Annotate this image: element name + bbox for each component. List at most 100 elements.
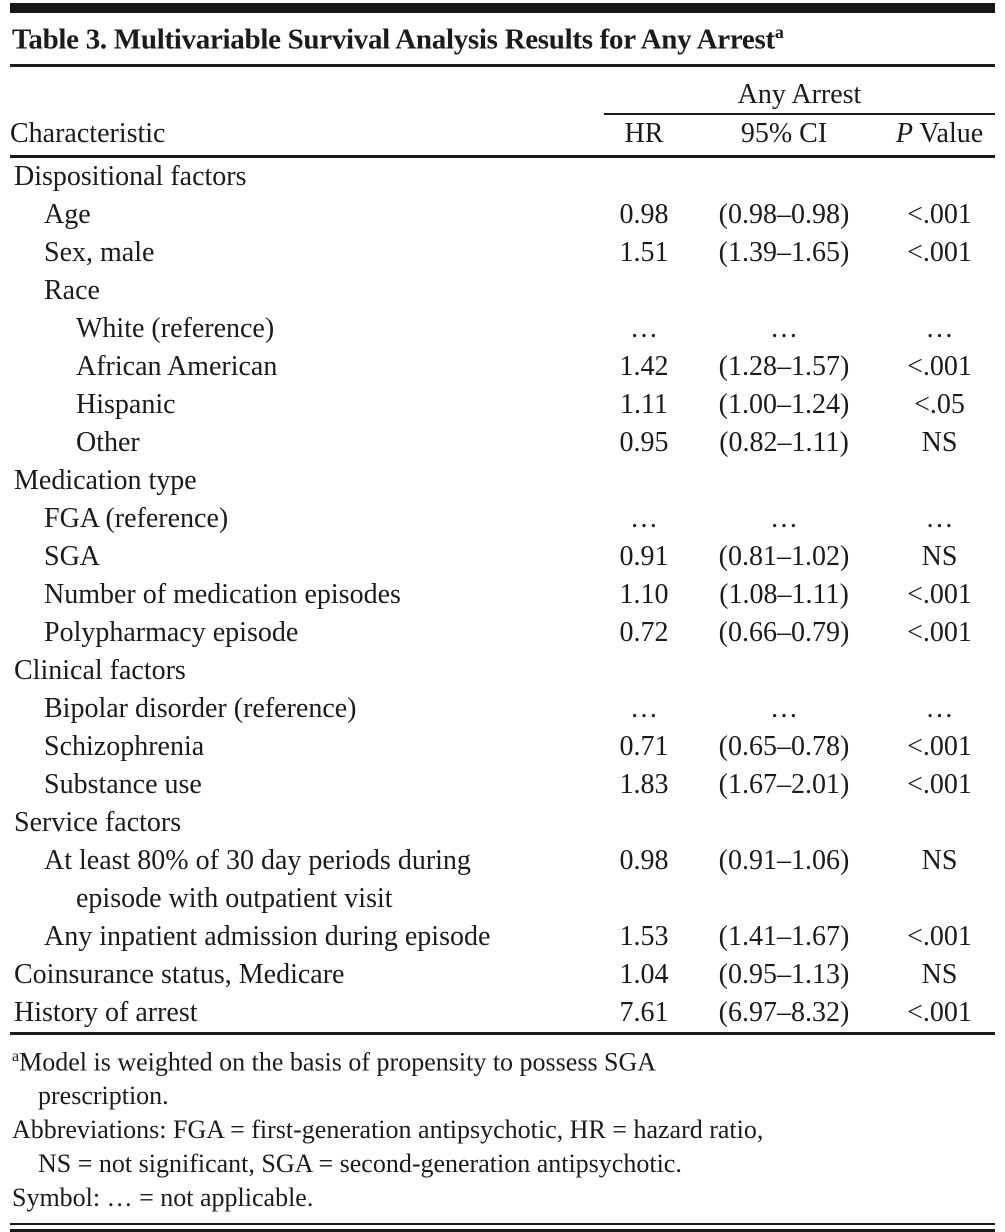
footnote: Symbol: … = not applicable. (12, 1181, 995, 1215)
table-row: White (reference)……… (10, 310, 995, 348)
row-label: Clinical factors (14, 654, 186, 686)
cell-ci (684, 156, 884, 196)
row-label: Schizophrenia (44, 730, 205, 762)
footnotes: aModel is weighted on the basis of prope… (10, 1035, 995, 1222)
cell-ci: (1.41–1.67) (718, 920, 850, 952)
table-title: Table 3. Multivariable Survival Analysis… (10, 13, 995, 67)
row-label-continuation: episode with outpatient visit (76, 882, 393, 914)
column-header-characteristic: Characteristic (10, 113, 604, 158)
footnote-line: Symbol: … = not applicable. (12, 1183, 314, 1213)
cell-hr: 1.83 (619, 768, 669, 800)
cell-hr: … (630, 502, 658, 534)
row-label: Dispositional factors (14, 160, 247, 192)
table-row: Age 0.98 (0.98–0.98) <.001 (10, 196, 995, 234)
cell-p-value: <.001 (907, 198, 972, 230)
cell-p-value: … (925, 692, 954, 724)
cell-ci (684, 804, 884, 842)
table-row: Number of medication episodes 1.10 (1.08–1… (10, 576, 995, 614)
row-label: Polypharmacy episode (44, 616, 299, 648)
cell-p-value: <.001 (907, 578, 972, 610)
column-group-header-any-arrest: Any Arrest (604, 66, 995, 115)
row-label: Sex, male (44, 236, 155, 268)
footnote-line: Abbreviations: FGA = first-generation an… (12, 1115, 764, 1145)
row-label: African American (76, 350, 278, 382)
row-label: Other (76, 426, 140, 458)
table-body: Dispositional factors Age 0.98 (0.98–0.98) <… (10, 156, 995, 1033)
row-label: Substance use (44, 768, 202, 800)
footnote-superscript: a (12, 1047, 20, 1065)
table-row: Bipolar disorder (reference)……… (10, 690, 995, 728)
cell-ci: (0.91–1.06) (718, 844, 850, 876)
cell-hr: 1.51 (619, 236, 669, 268)
cell-p-value: <.001 (907, 236, 972, 268)
cell-ci: (0.65–0.78) (718, 730, 850, 762)
cell-p-value: … (925, 502, 954, 534)
cell-ci: … (770, 692, 798, 724)
cell-ci: (0.98–0.98) (718, 198, 850, 230)
cell-hr: 1.42 (619, 350, 669, 382)
cell-p-value (884, 462, 995, 500)
table-row: Hispanic 1.11 (1.00–1.24) <.05 (10, 386, 995, 424)
cell-ci: (6.97–8.32) (718, 996, 850, 1028)
cell-hr: 1.53 (619, 920, 669, 952)
column-header-ci: 95% CI (684, 113, 884, 158)
cell-hr: 0.91 (619, 540, 669, 572)
cell-ci (684, 272, 884, 310)
row-label: SGA (44, 540, 101, 572)
cell-p-value: <.001 (907, 616, 972, 648)
cell-hr (604, 804, 684, 842)
table-row: FGA (reference)……… (10, 500, 995, 538)
p-value-italic: P (895, 117, 913, 149)
table-row: At least 80% of 30 day periods during epi… (10, 842, 995, 918)
cell-p-value: NS (921, 540, 958, 572)
cell-hr: 0.98 (619, 844, 669, 876)
cell-ci: (1.00–1.24) (718, 388, 850, 420)
table-row: Substance use 1.83 (1.67–2.01) <.001 (10, 766, 995, 804)
cell-p-value: <.001 (907, 996, 972, 1028)
table-row: History of arrest 7.61 (6.97–8.32) <.001 (10, 994, 995, 1034)
cell-hr: 0.72 (619, 616, 669, 648)
cell-p-value: <.05 (914, 388, 965, 420)
table-row: Coinsurance status, Medicare 1.04 (0.95–1.… (10, 956, 995, 994)
cell-ci: … (770, 312, 798, 344)
table-row: Race (10, 272, 995, 310)
row-label: Number of medication episodes (44, 578, 401, 610)
table-row: Dispositional factors (10, 156, 995, 196)
cell-p-value: NS (921, 426, 958, 458)
cell-hr: 1.04 (619, 958, 669, 990)
row-label: Age (44, 198, 91, 230)
cell-p-value (884, 272, 995, 310)
cell-hr: 0.71 (619, 730, 669, 762)
row-label: History of arrest (14, 996, 198, 1028)
cell-ci: (1.28–1.57) (718, 350, 850, 382)
table-row: SGA 0.91 (0.81–1.02) NS (10, 538, 995, 576)
cell-p-value (884, 804, 995, 842)
table-row: Other 0.95 (0.82–1.11) NS (10, 424, 995, 462)
cell-hr (604, 156, 684, 196)
column-header-row: Characteristic HR 95% CI P Value (10, 113, 995, 158)
cell-hr: … (630, 692, 658, 724)
cell-p-value: <.001 (907, 768, 972, 800)
cell-p-value: <.001 (907, 920, 972, 952)
cell-hr: 1.11 (620, 388, 668, 420)
table-row: Polypharmacy episode 0.72 (0.66–0.79) <.001 (10, 614, 995, 652)
cell-ci: (1.39–1.65) (718, 236, 850, 268)
row-label: FGA (reference) (44, 502, 229, 534)
cell-ci (684, 652, 884, 690)
cell-p-value: … (925, 312, 954, 344)
table-row: Sex, male 1.51 (1.39–1.65) <.001 (10, 234, 995, 272)
column-header-p-value: P Value (884, 113, 995, 158)
row-label: White (reference) (76, 312, 275, 344)
p-value-rest: Value (912, 117, 984, 149)
survival-results-table: Any Arrest Characteristic HR 95% CI P Va… (10, 66, 995, 1035)
footnote-line-continuation: prescription. (38, 1081, 169, 1111)
cell-hr (604, 272, 684, 310)
table-row: Any inpatient admission during episode 1.… (10, 918, 995, 956)
row-label: Race (44, 274, 100, 306)
cell-p-value: NS (921, 958, 958, 990)
cell-p-value: NS (921, 844, 958, 876)
cell-hr (604, 652, 684, 690)
row-label: Coinsurance status, Medicare (14, 958, 345, 990)
table-row: Service factors (10, 804, 995, 842)
footnote: aModel is weighted on the basis of prope… (12, 1040, 995, 1114)
